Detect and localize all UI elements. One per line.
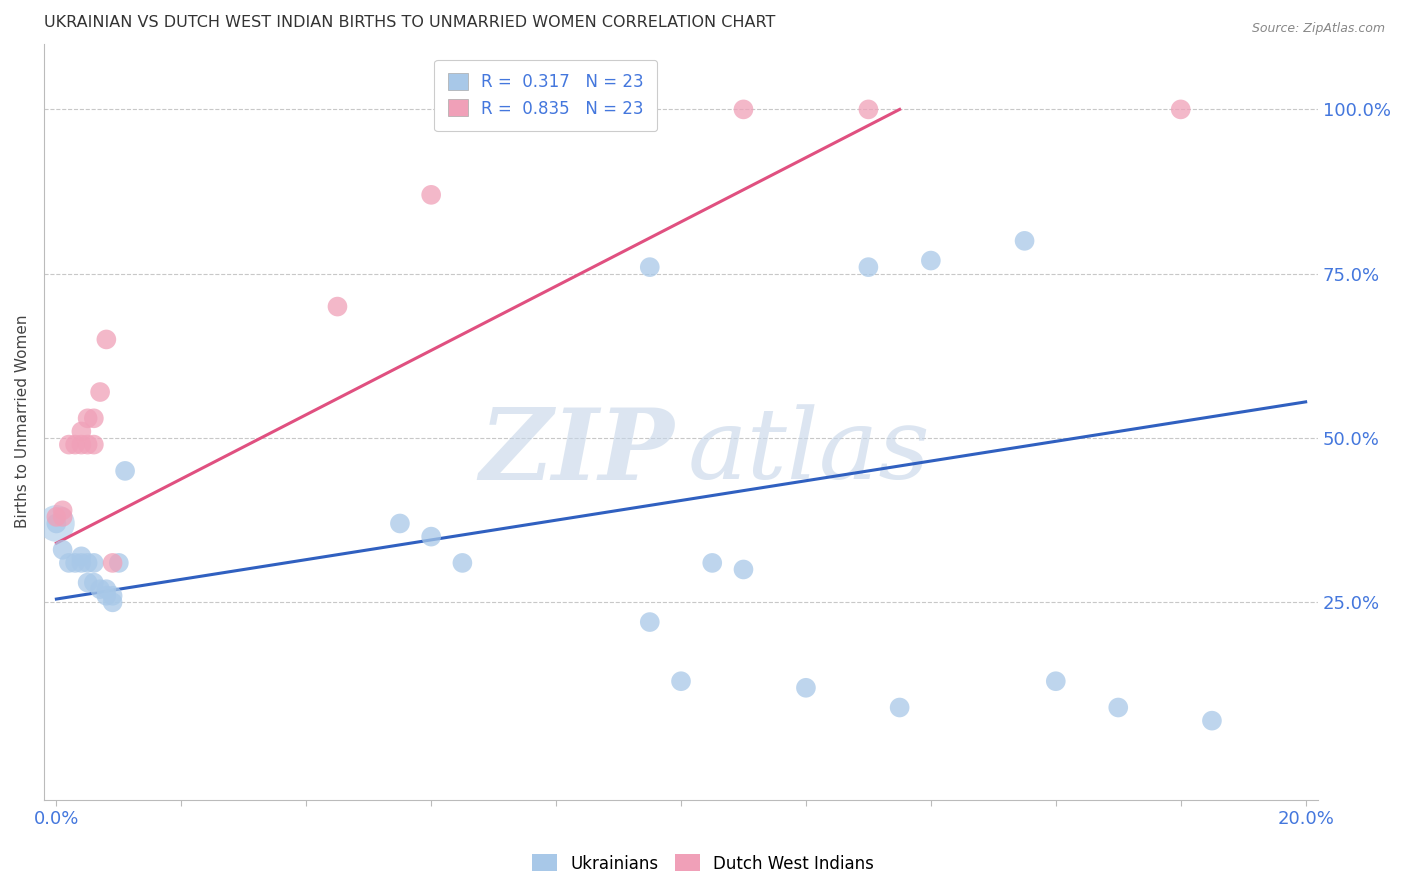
Point	[420, 187, 443, 202]
Point	[733, 562, 755, 576]
Point	[45, 509, 67, 524]
Point	[1045, 674, 1067, 689]
Point	[70, 437, 93, 451]
Point	[1170, 103, 1192, 117]
Point	[89, 384, 111, 399]
Point	[101, 556, 124, 570]
Point	[70, 549, 93, 564]
Legend: Ukrainians, Dutch West Indians: Ukrainians, Dutch West Indians	[526, 847, 880, 880]
Point	[326, 300, 349, 314]
Point	[638, 260, 661, 274]
Point	[89, 582, 111, 597]
Text: UKRAINIAN VS DUTCH WEST INDIAN BIRTHS TO UNMARRIED WOMEN CORRELATION CHART: UKRAINIAN VS DUTCH WEST INDIAN BIRTHS TO…	[44, 15, 775, 30]
Point	[794, 681, 817, 695]
Point	[576, 103, 599, 117]
Text: ZIP: ZIP	[479, 403, 675, 500]
Point	[52, 509, 75, 524]
Point	[101, 589, 124, 603]
Point	[388, 516, 411, 531]
Point	[70, 425, 93, 439]
Point	[63, 437, 86, 451]
Point	[58, 437, 80, 451]
Point	[108, 556, 131, 570]
Point	[638, 615, 661, 629]
Point	[96, 333, 118, 347]
Point	[96, 589, 118, 603]
Point	[1201, 714, 1223, 728]
Y-axis label: Births to Unmarried Women: Births to Unmarried Women	[15, 315, 30, 528]
Point	[1107, 700, 1129, 714]
Point	[45, 516, 67, 531]
Point	[702, 556, 724, 570]
Text: Source: ZipAtlas.com: Source: ZipAtlas.com	[1251, 22, 1385, 36]
Point	[1014, 234, 1036, 248]
Point	[83, 437, 105, 451]
Point	[420, 530, 443, 544]
Point	[83, 556, 105, 570]
Point	[858, 103, 880, 117]
Point	[920, 253, 942, 268]
Point	[45, 516, 67, 531]
Point	[63, 556, 86, 570]
Point	[889, 700, 911, 714]
Point	[76, 437, 98, 451]
Point	[96, 582, 118, 597]
Point	[76, 575, 98, 590]
Point	[858, 260, 880, 274]
Point	[669, 674, 692, 689]
Text: atlas: atlas	[688, 404, 931, 500]
Point	[114, 464, 136, 478]
Point	[83, 575, 105, 590]
Point	[101, 595, 124, 609]
Point	[52, 542, 75, 557]
Legend: R =  0.317   N = 23, R =  0.835   N = 23: R = 0.317 N = 23, R = 0.835 N = 23	[434, 60, 657, 131]
Point	[733, 103, 755, 117]
Point	[58, 556, 80, 570]
Point	[76, 411, 98, 425]
Point	[70, 556, 93, 570]
Point	[76, 556, 98, 570]
Point	[83, 411, 105, 425]
Point	[451, 556, 474, 570]
Point	[52, 503, 75, 517]
